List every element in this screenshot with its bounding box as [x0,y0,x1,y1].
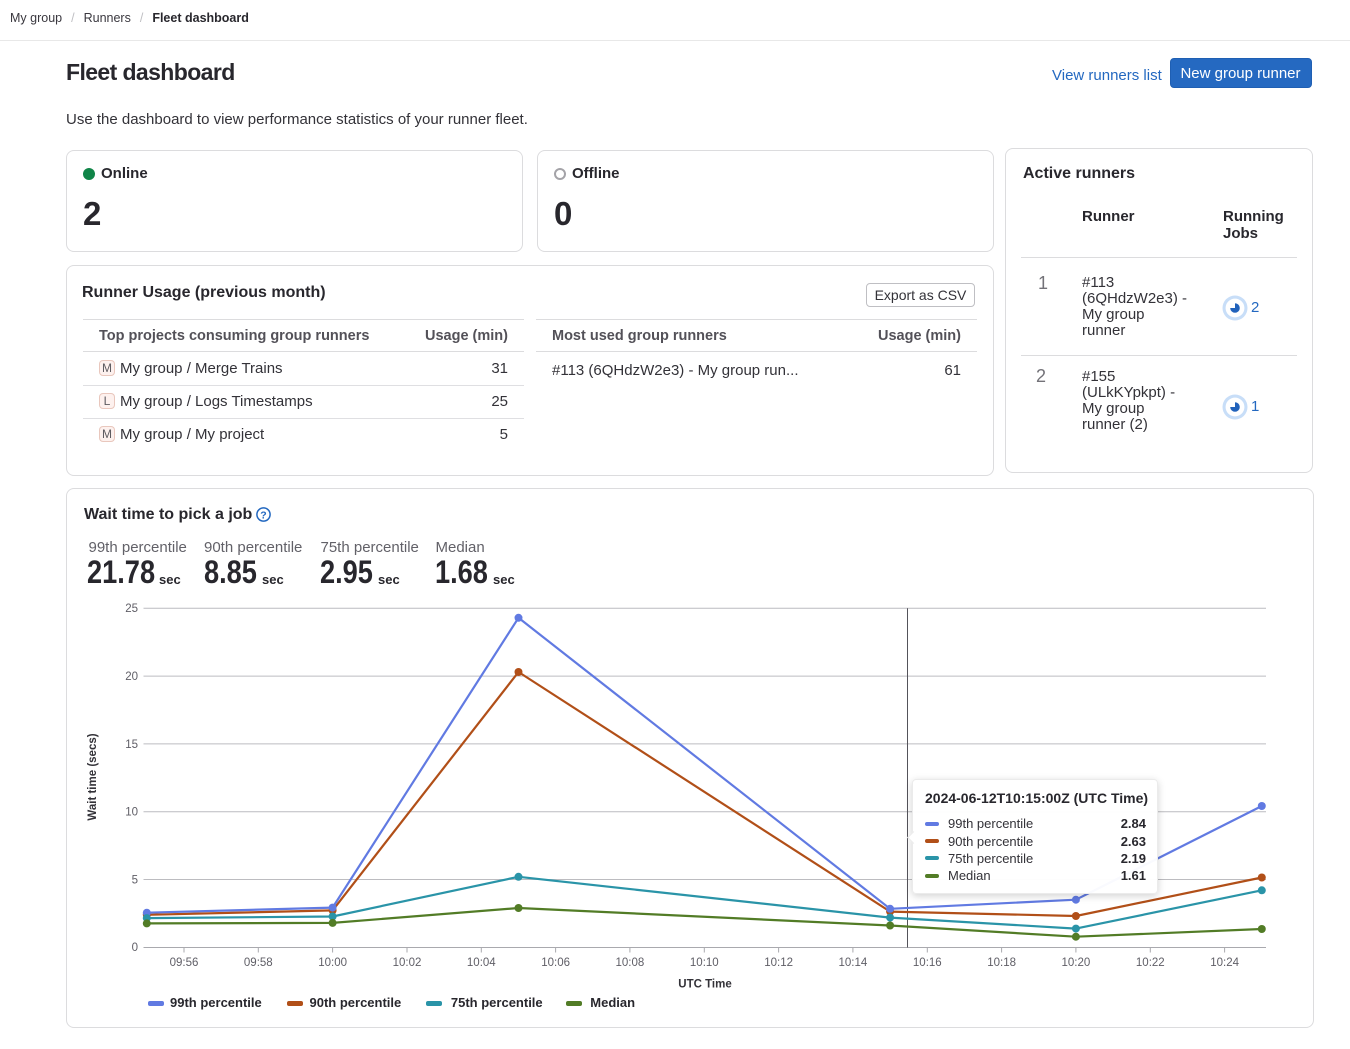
svg-text:0: 0 [132,942,138,954]
svg-text:09:58: 09:58 [244,957,273,969]
svg-text:10:14: 10:14 [839,957,868,969]
svg-text:10:10: 10:10 [690,957,719,969]
svg-text:5: 5 [132,875,138,887]
svg-text:10:00: 10:00 [318,957,347,969]
svg-text:10:08: 10:08 [616,957,645,969]
svg-text:10: 10 [125,807,138,819]
svg-text:10:20: 10:20 [1062,957,1091,969]
svg-text:25: 25 [125,603,138,615]
svg-text:10:12: 10:12 [764,957,793,969]
svg-text:?: ? [260,509,266,521]
svg-text:10:04: 10:04 [467,957,496,969]
svg-text:10:18: 10:18 [987,957,1016,969]
svg-text:10:24: 10:24 [1210,957,1239,969]
svg-text:10:16: 10:16 [913,957,942,969]
svg-text:15: 15 [125,739,138,751]
svg-text:10:06: 10:06 [541,957,570,969]
svg-text:10:22: 10:22 [1136,957,1165,969]
svg-text:20: 20 [125,671,138,683]
svg-text:09:56: 09:56 [170,957,199,969]
svg-text:Wait time (secs): Wait time (secs) [87,733,99,820]
svg-text:10:02: 10:02 [393,957,422,969]
svg-text:UTC Time: UTC Time [678,979,731,991]
